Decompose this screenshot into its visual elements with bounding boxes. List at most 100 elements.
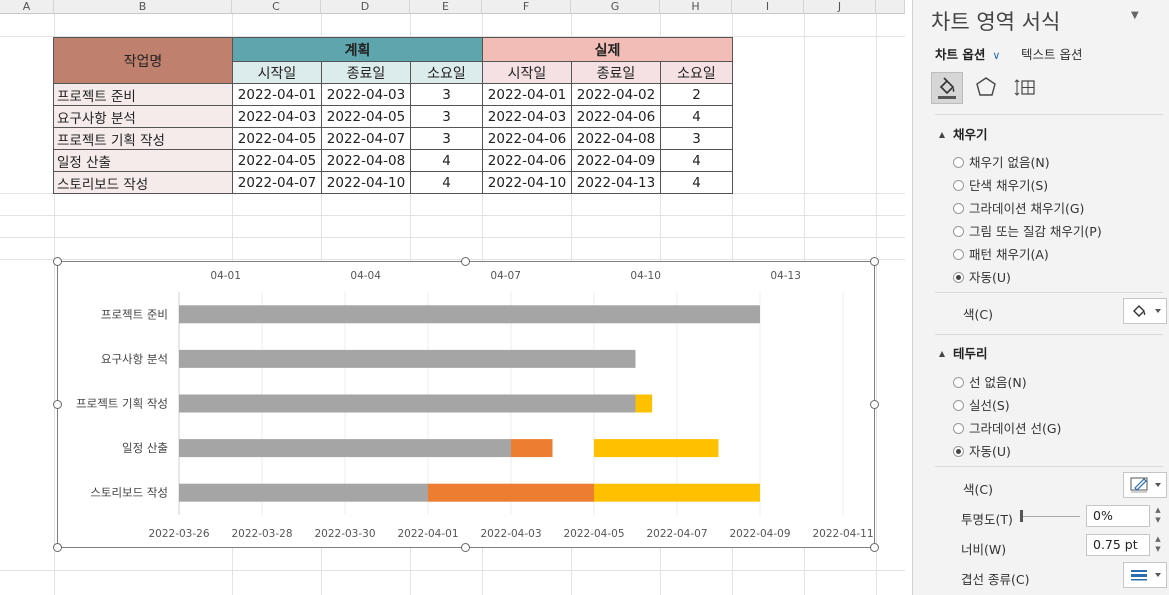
plan-days-cell[interactable]: 4 — [410, 149, 483, 172]
plan-end-header[interactable]: 종료일 — [321, 61, 411, 84]
resize-handle-top[interactable] — [461, 257, 470, 266]
resize-handle-top-left[interactable] — [53, 257, 62, 266]
actual-start-cell[interactable]: 2022-04-10 — [482, 171, 572, 194]
radio-label: 실선(S) — [969, 398, 1010, 413]
resize-handle-bottom[interactable] — [461, 543, 470, 552]
plan-days-cell[interactable]: 3 — [410, 83, 483, 106]
plan-start-cell[interactable]: 2022-04-01 — [232, 83, 322, 106]
tab-chart-options[interactable]: 차트 옵션 — [935, 47, 986, 62]
fill-line-icon[interactable] — [931, 72, 963, 104]
column-header-g[interactable]: G — [571, 0, 660, 14]
column-header-b[interactable]: B — [54, 0, 232, 14]
column-header-c[interactable]: C — [232, 0, 321, 14]
column-header-a[interactable]: A — [0, 0, 54, 14]
transparency-input[interactable]: 0% — [1086, 505, 1150, 527]
effects-icon[interactable] — [971, 72, 1003, 104]
plan-start-header[interactable]: 시작일 — [232, 61, 322, 84]
actual-days-cell[interactable]: 4 — [660, 149, 733, 172]
actual-header[interactable]: 실제 — [482, 37, 733, 62]
plan-end-cell[interactable]: 2022-04-03 — [321, 83, 411, 106]
table-row: 요구사항 분석 2022-04-03 2022-04-05 3 2022-04-… — [53, 105, 733, 128]
gantt-chart[interactable]: 프로젝트 준비 요구사항 분석 프로젝트 기획 작성 일정 산출 스토리보드 작성 202… — [57, 261, 875, 548]
actual-start-cell[interactable]: 2022-04-06 — [482, 149, 572, 172]
actual-days-cell[interactable]: 4 — [660, 171, 733, 194]
compound-type-dropdown[interactable] — [1123, 562, 1167, 588]
fill-option-solid[interactable]: 단색 채우기(S) — [953, 175, 1048, 193]
bar-segment — [179, 483, 428, 502]
resize-handle-bottom-left[interactable] — [53, 543, 62, 552]
actual-days-cell[interactable]: 2 — [660, 83, 733, 106]
fill-color-dropdown[interactable] — [1123, 298, 1167, 324]
size-properties-icon[interactable] — [1011, 72, 1043, 104]
column-gridline — [876, 14, 877, 595]
border-option-gradient[interactable]: 그라데이션 선(G) — [953, 418, 1061, 436]
transparency-slider-track[interactable] — [1022, 516, 1080, 517]
chevron-down-icon[interactable]: ∨ — [992, 49, 1001, 62]
task-name-cell[interactable]: 일정 산출 — [53, 149, 233, 172]
tab-text-options[interactable]: 텍스트 옵션 — [1021, 47, 1083, 62]
column-header-j[interactable]: J — [804, 0, 876, 14]
fill-option-picture[interactable]: 그림 또는 질감 채우기(P) — [953, 221, 1102, 239]
plan-end-cell[interactable]: 2022-04-07 — [321, 127, 411, 150]
plan-start-cell[interactable]: 2022-04-05 — [232, 127, 322, 150]
column-header-h[interactable]: H — [660, 0, 732, 14]
actual-start-cell[interactable]: 2022-04-06 — [482, 127, 572, 150]
task-name-header[interactable]: 작업명 — [53, 37, 233, 84]
task-name-cell[interactable]: 프로젝트 준비 — [53, 83, 233, 106]
fill-option-automatic[interactable]: 자동(U) — [953, 267, 1011, 285]
width-input[interactable]: 0.75 pt — [1086, 534, 1150, 556]
column-header-i[interactable]: I — [732, 0, 804, 14]
resize-handle-left[interactable] — [53, 400, 62, 409]
task-name-cell[interactable]: 프로젝트 기획 작성 — [53, 127, 233, 150]
pane-menu-chevron-icon[interactable]: ▼ — [1131, 10, 1139, 21]
actual-end-cell[interactable]: 2022-04-13 — [571, 171, 661, 194]
plan-days-header[interactable]: 소요일 — [410, 61, 483, 84]
column-header-e[interactable]: E — [410, 0, 482, 14]
plan-start-cell[interactable]: 2022-04-05 — [232, 149, 322, 172]
border-option-none[interactable]: 선 없음(N) — [953, 372, 1027, 390]
task-name-cell[interactable]: 스토리보드 작성 — [53, 171, 233, 194]
border-color-dropdown[interactable] — [1123, 472, 1167, 498]
width-spinner[interactable]: ▲ ▼ — [1155, 535, 1161, 553]
column-header-k[interactable] — [876, 0, 905, 14]
plan-start-cell[interactable]: 2022-04-03 — [232, 105, 322, 128]
border-section-header[interactable]: 테두리 — [939, 343, 988, 362]
plan-header[interactable]: 계획 — [232, 37, 483, 62]
plan-days-cell[interactable]: 4 — [410, 171, 483, 194]
plan-end-cell[interactable]: 2022-04-08 — [321, 149, 411, 172]
plan-days-cell[interactable]: 3 — [410, 105, 483, 128]
fill-option-gradient[interactable]: 그라데이션 채우기(G) — [953, 198, 1084, 216]
task-name-cell[interactable]: 요구사항 분석 — [53, 105, 233, 128]
transparency-spinner[interactable]: ▲ ▼ — [1155, 506, 1161, 524]
actual-start-cell[interactable]: 2022-04-01 — [482, 83, 572, 106]
actual-start-header[interactable]: 시작일 — [482, 61, 572, 84]
actual-days-header[interactable]: 소요일 — [660, 61, 733, 84]
actual-start-cell[interactable]: 2022-04-03 — [482, 105, 572, 128]
resize-handle-bottom-right[interactable] — [870, 543, 879, 552]
plan-end-cell[interactable]: 2022-04-05 — [321, 105, 411, 128]
actual-days-cell[interactable]: 3 — [660, 127, 733, 150]
radio-selected-icon — [953, 272, 964, 283]
plan-start-cell[interactable]: 2022-04-07 — [232, 171, 322, 194]
transparency-slider-handle[interactable] — [1020, 510, 1023, 522]
fill-option-none[interactable]: 채우기 없음(N) — [953, 152, 1050, 170]
actual-end-header[interactable]: 종료일 — [571, 61, 661, 84]
bar-segment — [179, 439, 511, 458]
plan-days-cell[interactable]: 3 — [410, 127, 483, 150]
fill-section-header[interactable]: 채우기 — [939, 124, 988, 143]
plan-end-cell[interactable]: 2022-04-10 — [321, 171, 411, 194]
resize-handle-top-right[interactable] — [870, 257, 879, 266]
actual-end-cell[interactable]: 2022-04-08 — [571, 127, 661, 150]
border-option-solid[interactable]: 실선(S) — [953, 395, 1010, 413]
actual-end-cell[interactable]: 2022-04-02 — [571, 83, 661, 106]
resize-handle-right[interactable] — [870, 400, 879, 409]
x-tick-label: 2022-04-01 — [397, 528, 458, 540]
column-header-f[interactable]: F — [482, 0, 571, 14]
fill-option-pattern[interactable]: 패턴 채우기(A) — [953, 244, 1049, 262]
actual-days-cell[interactable]: 4 — [660, 105, 733, 128]
column-header-d[interactable]: D — [321, 0, 410, 14]
actual-end-cell[interactable]: 2022-04-09 — [571, 149, 661, 172]
spreadsheet[interactable]: A B C D E F G H I J 작업명 계획 실제 시작일 종료일 소요… — [0, 0, 905, 595]
actual-end-cell[interactable]: 2022-04-06 — [571, 105, 661, 128]
border-option-automatic[interactable]: 자동(U) — [953, 441, 1011, 459]
